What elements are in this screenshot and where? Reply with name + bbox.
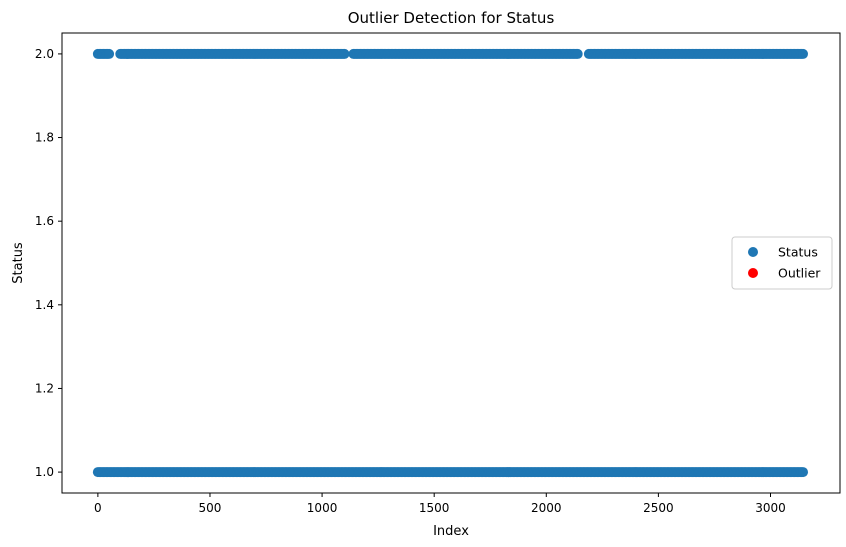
- plot-frame: [61, 32, 841, 494]
- legend: Status Outlier: [731, 236, 833, 290]
- y-tick-label: 1.8: [35, 131, 54, 145]
- x-tick-label: 500: [199, 501, 222, 515]
- x-tick-label: 2000: [531, 501, 562, 515]
- y-tick-label: 1.6: [35, 214, 54, 228]
- y-tick-label: 1.2: [35, 381, 54, 395]
- chart-title: Outlier Detection for Status: [348, 9, 555, 27]
- y-axis-label: Status: [11, 242, 26, 284]
- y-tick-label: 1.4: [35, 298, 54, 312]
- y-tick-label: 2.0: [35, 47, 54, 61]
- x-tick-label: 1000: [307, 501, 338, 515]
- legend-marker-outlier: [748, 268, 758, 278]
- data-point: [339, 48, 350, 59]
- x-axis: 0 500 1000 1500 2000 2500 3000: [94, 493, 786, 515]
- data-point: [798, 48, 809, 59]
- x-tick-label: 2500: [643, 501, 674, 515]
- data-point: [798, 467, 809, 478]
- x-axis-label: Index: [433, 524, 469, 539]
- x-tick-label: 3000: [755, 501, 786, 515]
- data-point: [572, 48, 583, 59]
- y-axis: 1.0 1.2 1.4 1.6 1.8 2.0: [35, 47, 62, 479]
- data-point: [104, 48, 115, 59]
- x-tick-label: 0: [94, 501, 102, 515]
- legend-label-status: Status: [778, 245, 818, 260]
- y-tick-label: 1.0: [35, 465, 54, 479]
- x-tick-label: 1500: [419, 501, 450, 515]
- legend-label-outlier: Outlier: [778, 266, 821, 281]
- legend-marker-status: [748, 247, 758, 257]
- points-layer: [92, 48, 809, 478]
